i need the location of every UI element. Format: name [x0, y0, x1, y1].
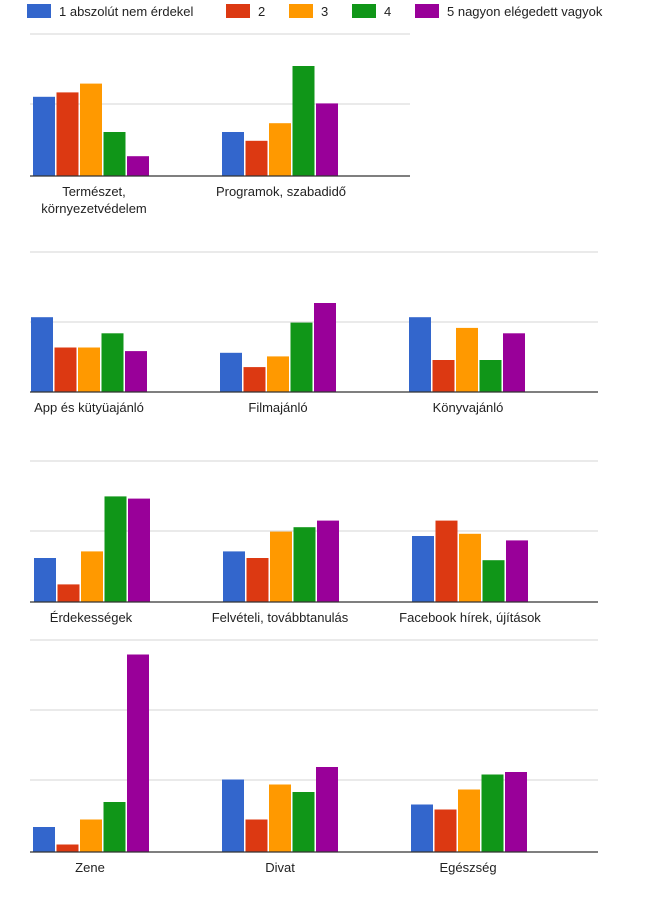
category-group: Érdekességek	[34, 496, 150, 625]
bar-series-3	[78, 347, 100, 392]
bar-series-2	[56, 844, 79, 852]
category-label: Egészség	[439, 860, 496, 875]
bar-series-1	[33, 96, 55, 176]
bar-series-2	[56, 92, 79, 176]
legend-label-3: 3	[321, 4, 328, 19]
category-label: Zene	[75, 860, 105, 875]
category-group: Egészség	[411, 772, 527, 875]
category-group: Divat	[222, 767, 338, 875]
category-label: Természet,	[62, 184, 126, 199]
category-label: Érdekességek	[50, 610, 133, 625]
category-group: App és kütyüajánló	[31, 317, 147, 415]
bar-series-5	[128, 498, 150, 602]
bar-series-4	[290, 322, 313, 392]
bar-series-4	[103, 802, 126, 852]
bar-series-2	[245, 819, 268, 852]
bar-series-5	[505, 772, 527, 852]
bar-series-1	[222, 132, 244, 176]
bar-series-5	[127, 654, 149, 852]
bar-series-1	[412, 536, 434, 602]
category-group: Zene	[33, 654, 149, 875]
bar-series-3	[80, 83, 102, 176]
bar-series-2	[435, 520, 458, 602]
chart-panel-1: Természet, környezetvédelem Programok, sza…	[30, 33, 410, 216]
category-label: Facebook hírek, újítások	[399, 610, 541, 625]
bar-series-3	[269, 784, 291, 852]
bar-series-5	[125, 351, 147, 392]
category-group: Könyvajánló	[409, 317, 525, 415]
legend: 1 abszolút nem érdekel 2 3 4 5 nagyon eléged…	[27, 4, 603, 19]
bar-series-1	[223, 551, 245, 602]
bar-series-4	[104, 496, 127, 602]
category-group: Felvételi, továbbtanulás	[212, 520, 349, 625]
bar-series-5	[316, 767, 338, 852]
legend-swatch-5	[415, 4, 439, 18]
legend-label-1: 1 abszolút nem érdekel	[59, 4, 194, 19]
bar-series-4	[101, 333, 124, 392]
bar-series-4	[481, 774, 504, 852]
category-label: Divat	[265, 860, 295, 875]
bar-series-1	[31, 317, 53, 392]
category-label: Könyvajánló	[433, 400, 504, 415]
bar-series-4	[293, 527, 316, 602]
bar-series-3	[267, 356, 289, 392]
bar-series-5	[127, 156, 149, 176]
bar-series-3	[456, 327, 478, 392]
bar-series-4	[482, 560, 505, 602]
legend-label-4: 4	[384, 4, 391, 19]
bar-series-5	[503, 333, 525, 392]
legend-swatch-1	[27, 4, 51, 18]
chart-panel-3: Érdekességek Felvételi, továbbtanulás Face…	[30, 460, 598, 625]
legend-swatch-4	[352, 4, 376, 18]
category-label: Programok, szabadidő	[216, 184, 346, 199]
bar-series-2	[434, 809, 457, 852]
bar-series-1	[220, 352, 242, 392]
legend-label-5: 5 nagyon elégedett vagyok	[447, 4, 603, 19]
category-group: Filmajánló	[220, 303, 336, 415]
bar-series-4	[103, 132, 126, 176]
bar-series-3	[270, 531, 292, 602]
bar-series-4	[292, 792, 315, 852]
bar-series-3	[459, 533, 481, 602]
bar-series-1	[411, 804, 433, 852]
legend-swatch-3	[289, 4, 313, 18]
bar-series-2	[246, 558, 269, 602]
bar-series-5	[506, 540, 528, 602]
category-group: Programok, szabadidő	[216, 66, 346, 199]
bar-series-5	[314, 303, 336, 392]
bar-series-1	[33, 827, 55, 852]
category-label: App és kütyüajánló	[34, 400, 144, 415]
bar-series-3	[458, 789, 480, 852]
bar-series-5	[317, 520, 339, 602]
chart-panel-4: Zene Divat Egészség	[30, 639, 598, 875]
bar-series-4	[479, 360, 502, 392]
bar-series-2	[54, 347, 77, 392]
bar-series-1	[222, 779, 244, 852]
bar-series-3	[81, 551, 103, 602]
bar-series-1	[34, 558, 56, 602]
chart-panel-2: App és kütyüajánló Filmajánló Könyvajánló	[30, 251, 598, 415]
category-label: környezetvédelem	[41, 201, 147, 216]
bar-series-1	[409, 317, 431, 392]
bar-series-2	[243, 367, 266, 392]
legend-label-2: 2	[258, 4, 265, 19]
bar-series-3	[80, 819, 102, 852]
legend-swatch-2	[226, 4, 250, 18]
bar-series-5	[316, 103, 338, 176]
category-group: Facebook hírek, újítások	[399, 520, 541, 625]
category-label: Felvételi, továbbtanulás	[212, 610, 349, 625]
bar-series-2	[57, 584, 80, 602]
category-group: Természet, környezetvédelem	[33, 83, 149, 216]
category-label: Filmajánló	[248, 400, 307, 415]
bar-series-2	[432, 360, 455, 392]
chart-panels: Természet, környezetvédelem Programok, sza…	[30, 33, 598, 875]
bar-series-2	[245, 140, 268, 176]
bar-series-4	[292, 66, 315, 176]
bar-series-3	[269, 123, 291, 176]
